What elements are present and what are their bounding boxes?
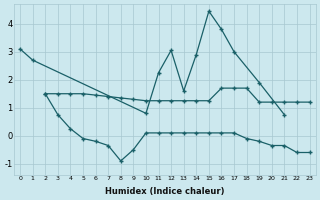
X-axis label: Humidex (Indice chaleur): Humidex (Indice chaleur) — [105, 187, 225, 196]
